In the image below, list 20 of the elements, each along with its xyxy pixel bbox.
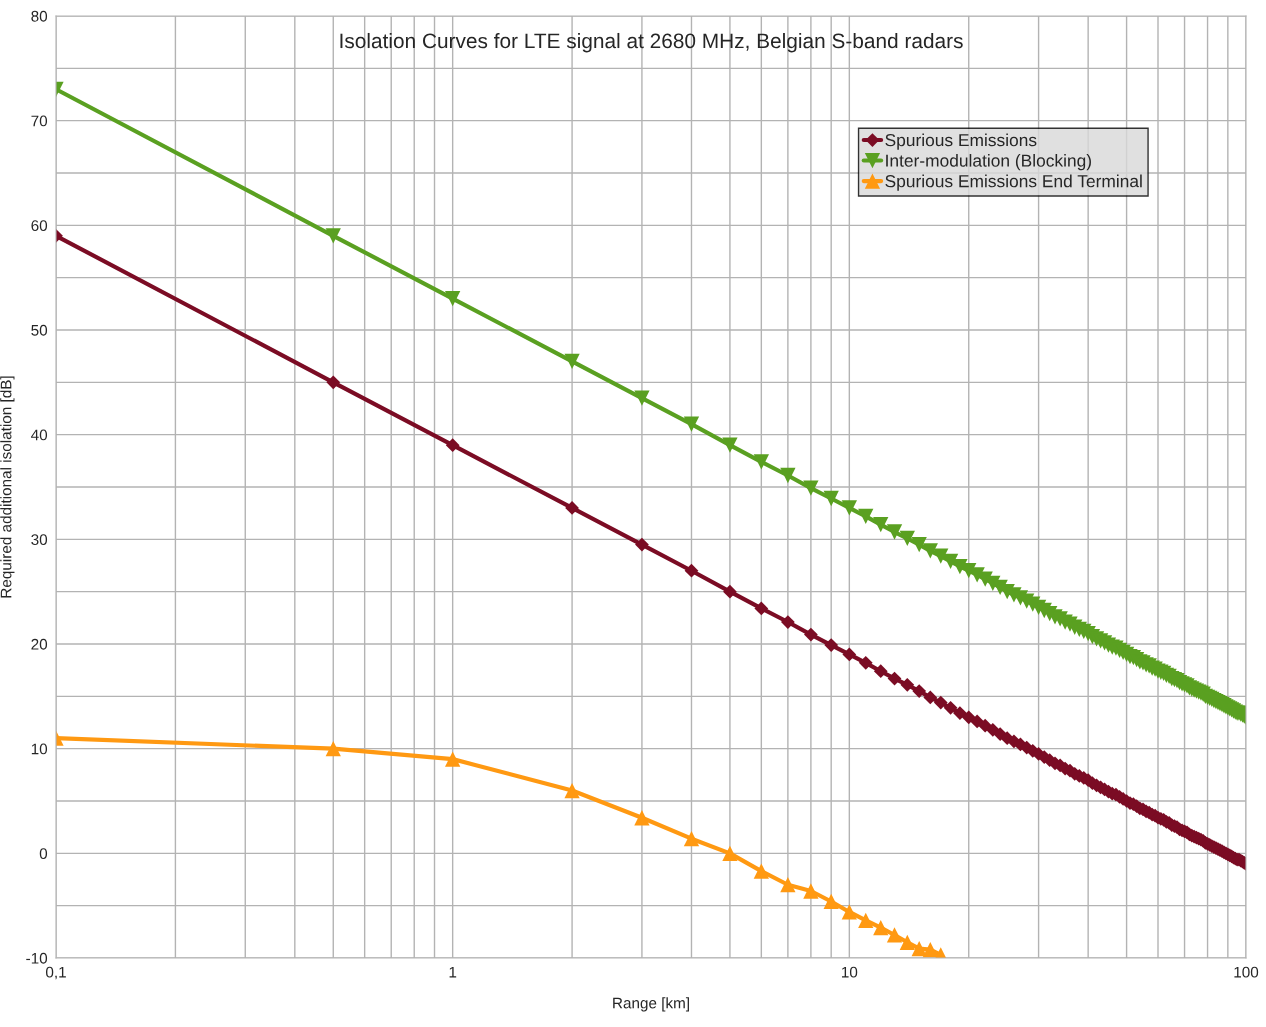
y-tick-label: 60 xyxy=(31,220,48,232)
y-tick-label: 70 xyxy=(31,115,48,127)
y-tick-label: 20 xyxy=(31,638,48,650)
x-tick-label: 10 xyxy=(842,966,858,978)
x-tick-label: 100 xyxy=(1234,966,1259,978)
legend-label: Inter-modulation (Blocking) xyxy=(886,154,1091,171)
y-tick-label: 0 xyxy=(39,848,48,860)
x-tick-label: 1 xyxy=(449,966,457,978)
y-axis-title: Required additional isolation [dB] xyxy=(0,376,15,598)
y-tick-label: -10 xyxy=(26,952,48,964)
text: Isolation Curves for LTE signal at 2680 MHz, Belgian S-band radars xyxy=(340,32,963,53)
x-axis-title: Range [km] xyxy=(613,997,689,1012)
y-tick-label: 50 xyxy=(31,324,48,336)
y-tick-label: 30 xyxy=(31,534,48,546)
y-tick-label: 10 xyxy=(31,743,48,755)
y-tick-label: 80 xyxy=(31,10,48,22)
legend-label: Spurious Emissions End Terminal xyxy=(885,174,1142,191)
x-tick-label: 0,1 xyxy=(45,966,66,980)
legend-label: Spurious Emissions xyxy=(885,133,1037,150)
y-tick-label: 40 xyxy=(31,429,48,441)
